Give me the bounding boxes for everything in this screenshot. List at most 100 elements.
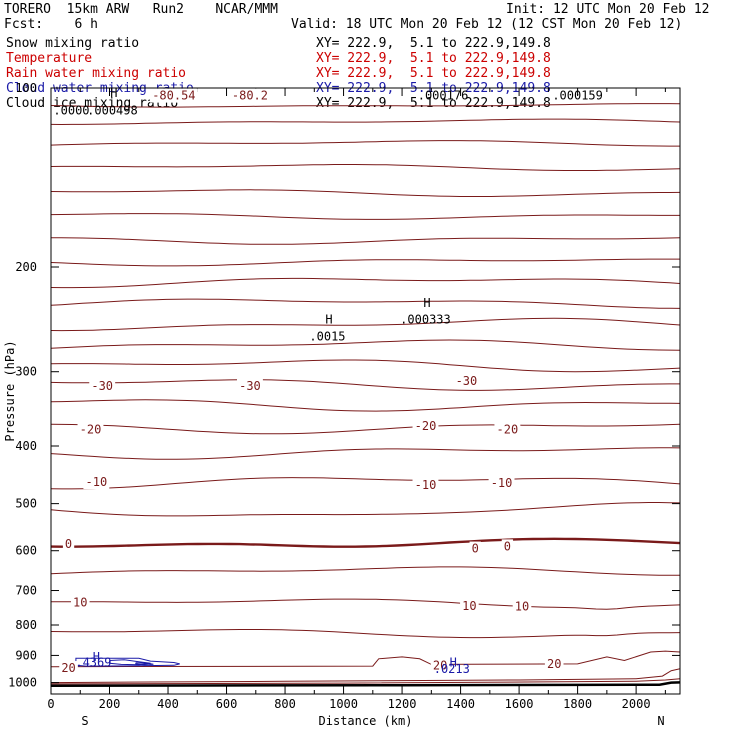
temperature-contour-18: [50, 502, 681, 517]
y-tick-label-0: 100: [15, 81, 37, 95]
x-tick-label-2: 400: [157, 697, 179, 711]
temperature-label-9: -10: [415, 478, 437, 492]
x-tick-label-7: 1400: [446, 697, 475, 711]
temperature-label-bg-10: [488, 476, 515, 491]
temperature-contour-17: [50, 477, 681, 490]
temperature-label-12: 0: [472, 542, 479, 556]
temperature-contour-0: [50, 103, 681, 108]
temperature-label-8: -10: [86, 475, 108, 489]
max-label-2: .0000: [53, 103, 89, 117]
temperature-label-bg-13: [501, 539, 514, 554]
max-label-6: .0015: [309, 330, 345, 344]
plot-frame: [50, 87, 681, 695]
temperature-label-14: 10: [73, 595, 87, 609]
temperature-contour-14: [50, 399, 681, 412]
temperature-contour-6: [51, 237, 681, 245]
temperature-contour-1: [50, 118, 681, 126]
y-tick-label-4: 500: [15, 497, 37, 511]
temperature-contour-13: [50, 379, 680, 391]
valid-time: Valid: 18 UTC Mon 20 Feb 12 (12 CST Mon …: [291, 17, 683, 32]
temperature-label-bg-3: [236, 378, 263, 393]
temperature-contour-16: [50, 447, 681, 460]
field-name-temperature: Temperature: [6, 51, 93, 66]
temperature-label-bg-5: [77, 422, 104, 437]
temperature-label-bg-11: [62, 537, 75, 552]
max-label-10: .4369: [75, 655, 111, 669]
temperature-label-bg-12: [469, 541, 481, 556]
y-tick-label-7: 800: [15, 618, 37, 632]
temperature-contour-7: [50, 258, 680, 267]
temperature-contour-22: [50, 629, 681, 639]
x-tick-label-0: 0: [47, 697, 54, 711]
temperature-label-4: -30: [456, 374, 478, 388]
x-end-label-right: N: [657, 714, 664, 728]
temperature-label-bg-2: [89, 378, 116, 393]
temperature-label-0: -80.54: [152, 89, 195, 103]
y-tick-label-1: 200: [15, 260, 37, 274]
x-tick-label-4: 800: [274, 697, 296, 711]
temperature-contour-8: [50, 277, 681, 289]
terrain-line: [50, 681, 681, 687]
max-label-9: H: [93, 650, 100, 664]
temperature-label-1: -80.2: [232, 89, 268, 103]
temperature-label-2: -30: [91, 379, 113, 393]
temperature-contour-low-1: [50, 668, 681, 684]
temperature-label-bg-19: [544, 656, 564, 671]
temperature-contour-12: [50, 359, 681, 373]
temperature-contour-10: [50, 317, 681, 332]
x-tick-label-5: 1000: [329, 697, 358, 711]
temperature-label-bg-16: [512, 599, 532, 614]
temperature-label-18: 20: [433, 659, 447, 673]
init-time: Init: 12 UTC Mon 20 Feb 12: [506, 2, 710, 17]
x-tick-label-3: 600: [216, 697, 238, 711]
temperature-label-6: -20: [415, 419, 437, 433]
forecast-hour: Fcst: 6 h: [4, 17, 98, 32]
y-axis-label: Pressure (hPa): [3, 340, 17, 441]
temperature-label-19: 20: [547, 657, 561, 671]
temperature-label-bg-0: [149, 88, 198, 103]
y-tick-label-2: 300: [15, 365, 37, 379]
field-xsec-snow: XY= 222.9, 5.1 to 222.9,149.8: [316, 36, 551, 51]
temperature-label-bg-14: [70, 595, 90, 610]
temperature-contour-4: [50, 189, 681, 197]
cloud-water-contour-1: [109, 659, 151, 666]
y-tick-label-8: 900: [15, 648, 37, 662]
max-label-12: .0213: [434, 662, 470, 676]
y-tick-label-5: 600: [15, 544, 37, 558]
max-label-4: .000159: [552, 89, 603, 103]
x-end-label-left: S: [81, 714, 88, 728]
field-name-rain: Rain water mixing ratio: [6, 66, 187, 81]
y-tick-label-3: 400: [15, 439, 37, 453]
temperature-label-7: -20: [497, 422, 519, 436]
field-xsec-cloud-ice: XY= 222.9, 5.1 to 222.9,149.8: [316, 96, 551, 111]
max-label-5: H: [325, 312, 332, 326]
x-axis-label: Distance (km): [319, 714, 413, 728]
temperature-label-10: -10: [491, 476, 513, 490]
temperature-label-bg-9: [412, 477, 439, 492]
temperature-label-bg-6: [412, 418, 439, 433]
temperature-label-3: -30: [239, 379, 261, 393]
y-tick-label-6: 700: [15, 584, 37, 598]
x-tick-label-9: 1800: [563, 697, 592, 711]
temperature-contour-19: [50, 537, 681, 548]
field-name-snow: Snow mixing ratio: [6, 36, 140, 51]
temperature-contour-15: [50, 423, 681, 435]
y-tick-label-9: 1000: [8, 676, 37, 690]
temperature-label-bg-8: [83, 475, 110, 490]
temperature-contour-5: [50, 213, 680, 220]
temperature-label-5: -20: [80, 422, 102, 436]
max-label-0: H: [110, 86, 117, 100]
temperature-label-13: 0: [504, 539, 511, 553]
temperature-contour-2: [50, 140, 680, 147]
temperature-label-16: 10: [515, 600, 529, 614]
temperature-contour-11: [50, 339, 681, 351]
max-label-7: H: [423, 296, 430, 310]
max-label-11: H: [450, 655, 457, 669]
temperature-label-17: 20: [61, 661, 75, 675]
temperature-label-bg-7: [494, 422, 521, 437]
temperature-contour-3: [50, 164, 681, 171]
temperature-contour-9: [50, 298, 681, 309]
temperature-label-bg-1: [229, 88, 271, 103]
temperature-contour-20: [50, 566, 680, 576]
